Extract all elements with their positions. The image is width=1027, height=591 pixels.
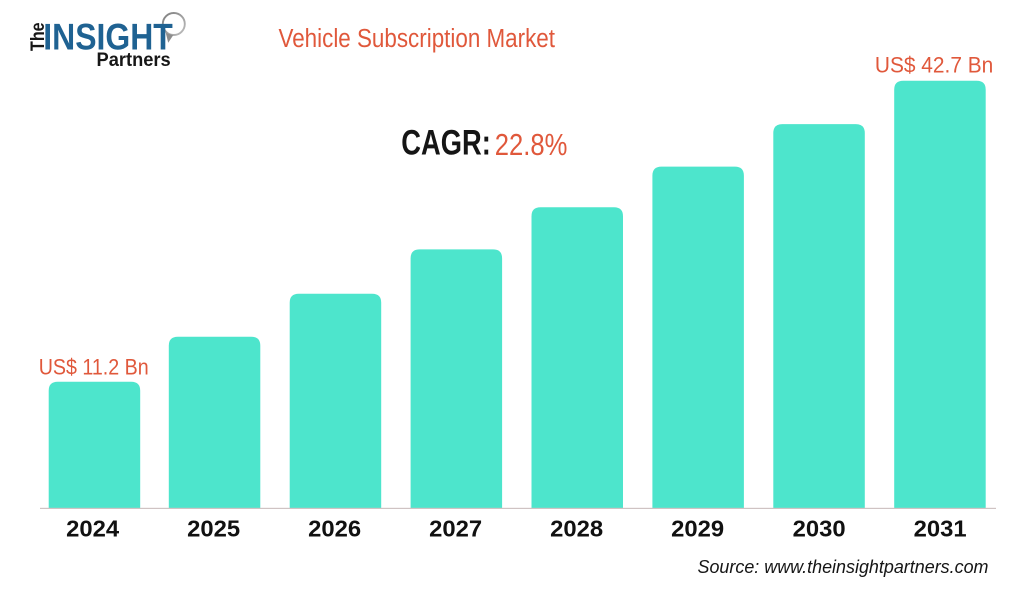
svg-text:Vehicle Subscription Market: Vehicle Subscription Market <box>279 23 556 53</box>
svg-text:2027: 2027 <box>429 515 482 541</box>
svg-text:2026: 2026 <box>308 515 361 541</box>
svg-text:2030: 2030 <box>793 515 846 541</box>
svg-text:22.8%: 22.8% <box>495 128 568 162</box>
svg-text:2028: 2028 <box>550 515 603 541</box>
svg-text:2029: 2029 <box>671 515 724 541</box>
svg-text:2025: 2025 <box>187 515 240 541</box>
svg-text:INSIGHT: INSIGHT <box>43 17 173 58</box>
svg-text:2031: 2031 <box>914 515 967 541</box>
svg-text:Partners: Partners <box>97 49 171 71</box>
svg-text:The: The <box>28 22 49 51</box>
svg-text:2024: 2024 <box>66 515 119 541</box>
svg-text:US$ 42.7 Bn: US$ 42.7 Bn <box>875 52 993 77</box>
svg-text:Source: www.theinsightpartners: Source: www.theinsightpartners.com <box>698 556 989 577</box>
svg-text:CAGR:: CAGR: <box>401 124 491 163</box>
svg-text:US$ 11.2 Bn: US$ 11.2 Bn <box>39 354 149 379</box>
